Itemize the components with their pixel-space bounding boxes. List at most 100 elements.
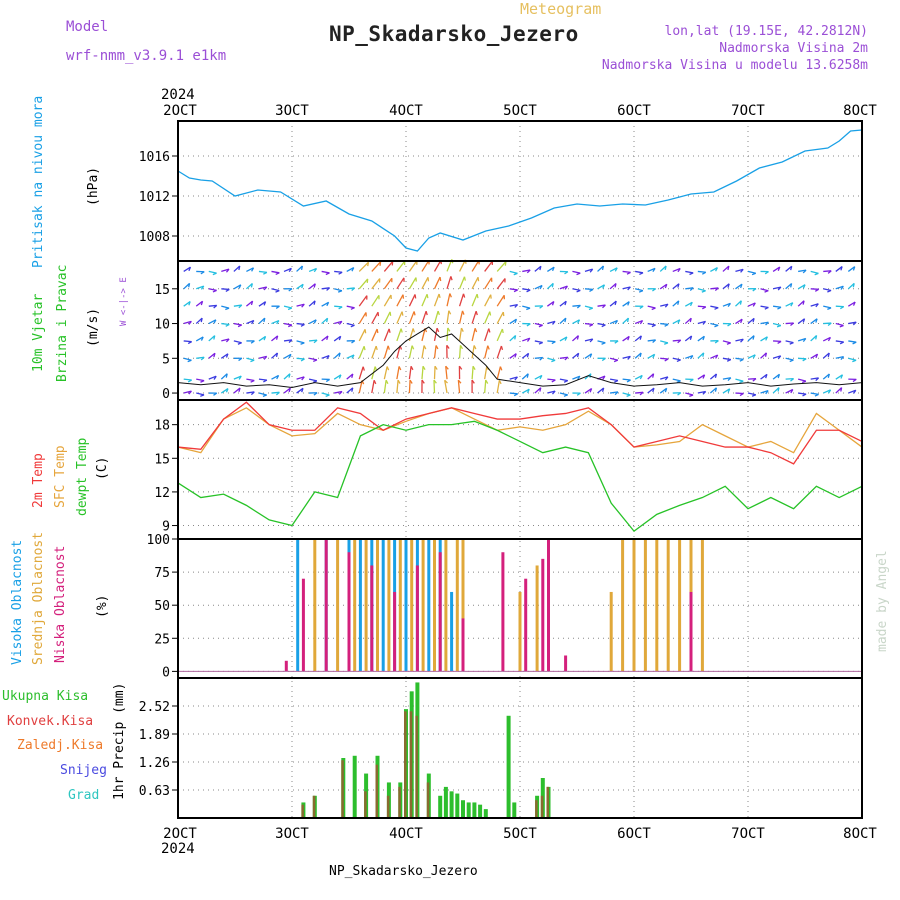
wind-vector-head bbox=[814, 272, 819, 276]
wind-vector-head bbox=[777, 306, 782, 310]
wind-vector-head bbox=[413, 311, 416, 316]
wind-vector bbox=[371, 294, 380, 307]
footer-title: NP_Skadarsko_Jezero bbox=[329, 864, 478, 879]
wind-vector bbox=[183, 282, 191, 290]
wind-vector bbox=[333, 374, 342, 380]
wind-vector-head bbox=[388, 328, 391, 333]
wind-vector bbox=[722, 283, 730, 290]
total-precip-bar bbox=[461, 800, 465, 818]
wind-vector bbox=[346, 287, 355, 290]
wind-vector bbox=[221, 338, 230, 342]
wind-vector bbox=[283, 373, 291, 380]
wind-vector bbox=[383, 345, 389, 359]
low-cloud-bar bbox=[501, 552, 505, 672]
wind-vector bbox=[697, 305, 706, 308]
mid-cloud-bar bbox=[678, 539, 682, 672]
wind-vector bbox=[735, 378, 744, 382]
wind-vector bbox=[521, 388, 530, 394]
wind-vector bbox=[797, 284, 806, 290]
wind-vector bbox=[484, 366, 488, 380]
wind-vector bbox=[848, 389, 857, 394]
wind-vector bbox=[421, 293, 428, 307]
wind-vector bbox=[697, 288, 706, 292]
wind-vector bbox=[785, 265, 793, 272]
wind-vector-head bbox=[287, 324, 293, 328]
total-precip-bar bbox=[472, 802, 477, 818]
wind-vector bbox=[546, 282, 554, 290]
wind-vector bbox=[823, 288, 832, 292]
wind-vector-head bbox=[701, 290, 706, 293]
wind-vector bbox=[496, 366, 502, 380]
wind-vector bbox=[308, 319, 317, 325]
wind-vector bbox=[258, 286, 267, 290]
wind-vector bbox=[534, 322, 543, 326]
wind-vector bbox=[559, 300, 567, 307]
total-precip-bar bbox=[506, 715, 511, 818]
bottom-x-tick-label: 5OCT bbox=[503, 826, 537, 842]
wind-vector bbox=[534, 340, 543, 344]
wind-vector-head bbox=[626, 317, 630, 323]
wind-vector-head bbox=[639, 305, 644, 309]
wind-vector-head bbox=[539, 266, 542, 271]
y-tick-label: 9 bbox=[162, 520, 170, 535]
bottom-year-label: 2024 bbox=[161, 841, 195, 857]
high-cloud-bar bbox=[427, 539, 431, 672]
wind-vector-head bbox=[313, 319, 317, 324]
wind-vector bbox=[697, 374, 705, 380]
wind-vector-head bbox=[526, 323, 531, 327]
wind-vector bbox=[697, 390, 706, 394]
wind-vector-head bbox=[839, 324, 844, 328]
wind-vector-head bbox=[852, 389, 857, 394]
high-cloud-bar bbox=[381, 539, 385, 672]
wind-vector bbox=[835, 340, 844, 343]
wind-vector bbox=[258, 317, 266, 325]
wind-vector bbox=[458, 310, 464, 324]
wind-vector-head bbox=[513, 272, 518, 276]
temp2m-panel-label: 2m Temp bbox=[31, 453, 46, 508]
wind-vector bbox=[183, 266, 191, 272]
wind-vector-head bbox=[389, 311, 392, 316]
wind-vector bbox=[534, 387, 542, 394]
wind-vector-head bbox=[602, 304, 606, 309]
mid-cloud-bar bbox=[398, 539, 402, 672]
lonlat-label: lon,lat (19.15E, 42.2812N) bbox=[664, 24, 869, 39]
wind-vector-head bbox=[689, 318, 692, 323]
wind-vector bbox=[471, 310, 477, 324]
wind-vector bbox=[471, 293, 478, 307]
wind-vector bbox=[660, 340, 669, 344]
wind-vector-head bbox=[375, 345, 378, 351]
wind-vector-head bbox=[526, 337, 531, 342]
wind-vector-head bbox=[526, 289, 531, 293]
wind-vector-head bbox=[601, 324, 606, 328]
wind-vector-head bbox=[471, 379, 475, 384]
bottom-x-tick-label: 2OCT bbox=[163, 826, 197, 842]
wind-vector bbox=[810, 335, 818, 342]
wind-vector-head bbox=[589, 338, 594, 343]
wind-vector bbox=[722, 302, 731, 307]
wind-vector bbox=[509, 318, 517, 325]
wind-vector bbox=[346, 322, 355, 326]
wind-vector bbox=[471, 345, 475, 359]
mid-cloud-bar bbox=[444, 539, 448, 672]
wind-vector-head bbox=[409, 379, 413, 384]
wind-vector-head bbox=[852, 341, 857, 345]
wind-vector-head bbox=[639, 391, 644, 396]
wind-vector-head bbox=[613, 359, 619, 363]
wind-vector-head bbox=[538, 341, 543, 345]
wind-vector bbox=[371, 261, 382, 272]
wind-vector-head bbox=[714, 373, 718, 378]
wind-vector bbox=[722, 377, 731, 380]
wind-vector-head bbox=[564, 336, 568, 341]
wind-vector-head bbox=[313, 339, 318, 344]
wind-vector bbox=[810, 318, 818, 325]
wind-vector-head bbox=[839, 341, 844, 345]
y-tick-label: 2.52 bbox=[139, 700, 170, 715]
wind-vector bbox=[810, 353, 818, 359]
wind-vector-head bbox=[790, 266, 793, 271]
wind-vector-head bbox=[789, 341, 794, 345]
wind-vector-head bbox=[301, 303, 305, 308]
y-tick-label: 75 bbox=[154, 566, 170, 581]
wind-vector bbox=[471, 276, 479, 290]
wind-vector bbox=[622, 301, 630, 307]
wind-vector bbox=[647, 373, 655, 380]
